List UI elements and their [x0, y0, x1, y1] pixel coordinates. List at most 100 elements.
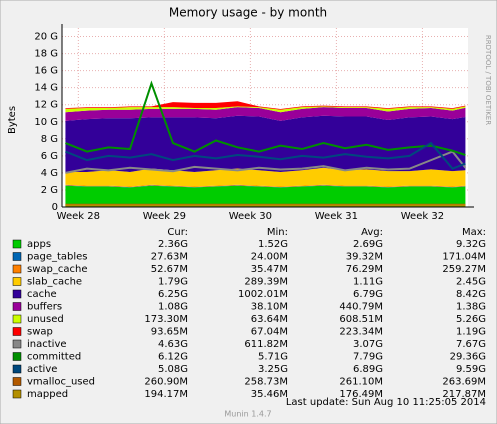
legend-avg: 76.29M	[346, 264, 383, 275]
legend-header: Min:	[267, 227, 288, 238]
y-tick-label: 18 G	[34, 49, 58, 60]
x-tick-label: Week 31	[315, 211, 358, 222]
legend-name: swap_cache	[27, 264, 87, 275]
legend-cur: 173.30M	[144, 314, 188, 325]
area	[65, 106, 466, 113]
legend-swatch	[12, 352, 22, 361]
y-axis-label: Bytes	[7, 106, 18, 134]
legend-max: 9.32G	[456, 239, 486, 250]
legend-avg: 2.69G	[353, 239, 383, 250]
area	[65, 184, 466, 188]
y-tick-label: 14 G	[34, 83, 58, 94]
legend-min: 35.47M	[251, 264, 288, 275]
legend-name: committed	[27, 352, 81, 363]
legend-swatch	[12, 289, 22, 299]
legend-swatch	[12, 364, 22, 374]
legend-avg: 3.07G	[353, 339, 383, 350]
axes: 0 2 G 4 G 6 G 8 G 10 G 12 G 14 G 16 G 18 G 20 G Wee…	[34, 24, 474, 222]
legend-cur: 1.79G	[158, 277, 188, 288]
version: Munin 1.4.7	[224, 410, 271, 419]
legend-name: vmalloc_used	[27, 377, 95, 388]
legend-max: 171.04M	[442, 252, 486, 263]
legend-cur: 4.63G	[158, 339, 188, 350]
y-tick-label: 20 G	[34, 32, 58, 43]
legend-cur: 2.36G	[158, 239, 188, 250]
legend-min: 35.46M	[251, 389, 288, 400]
legend-min: 5.71G	[258, 352, 288, 363]
x-tick-label: Week 32	[401, 211, 444, 222]
legend-swatch	[12, 314, 22, 324]
legend-max: 5.26G	[456, 314, 486, 325]
legend-swatch	[12, 239, 22, 249]
legend-header: Max:	[462, 227, 486, 238]
legend-swatch	[12, 327, 22, 336]
y-tick-label: 16 G	[34, 66, 58, 77]
legend-max: 259.27M	[442, 264, 486, 275]
area	[65, 107, 466, 121]
legend-max: 263.69M	[442, 377, 486, 388]
line	[65, 141, 466, 170]
area	[65, 115, 466, 172]
legend-min: 63.64M	[251, 314, 288, 325]
marks	[65, 80, 467, 207]
legend-cur: 194.17M	[144, 389, 188, 400]
legend-name: cache	[27, 289, 57, 300]
legend-min: 289.39M	[244, 277, 288, 288]
footer: Last update: Sun Aug 10 11:25:05 2014	[286, 397, 486, 408]
legend-min: 67.04M	[251, 327, 288, 338]
legend-avg: 1.11G	[353, 277, 383, 288]
legend-cur: 260.90M	[144, 377, 188, 388]
legend-avg: 261.10M	[339, 377, 383, 388]
legend-swatch	[12, 339, 22, 349]
legend-min: 611.82M	[244, 339, 288, 350]
legend-cur: 5.08G	[158, 364, 188, 375]
legend-name: active	[27, 364, 57, 375]
legend-name: swap	[27, 327, 53, 338]
legend-swatch	[12, 277, 22, 286]
legend-avg: 608.51M	[339, 314, 383, 325]
y-tick-label: 0	[52, 202, 58, 213]
line	[65, 150, 467, 174]
legend-avg: 6.89G	[353, 364, 383, 375]
legend-min: 38.10M	[251, 302, 288, 313]
legend-min: 3.25G	[258, 364, 288, 375]
legend-max: 1.19G	[456, 327, 486, 338]
legend-swatch	[12, 302, 22, 311]
side-text: RRDTOOL / TOBI OETIKER	[484, 35, 492, 125]
legend-avg: 176.49M	[339, 389, 383, 400]
legend-avg: 223.34M	[339, 327, 383, 338]
area	[65, 185, 466, 207]
legend-min: 1002.01M	[238, 289, 288, 300]
legend-max: 217.87M	[442, 389, 486, 400]
y-tick-label: 2 G	[41, 185, 58, 196]
legend-name: apps	[27, 239, 51, 250]
legend-swatch	[12, 389, 22, 399]
legend-name: page_tables	[27, 252, 88, 263]
legend-min: 258.73M	[244, 377, 288, 388]
legend-swatch	[12, 377, 22, 386]
legend: Cur: Min: Avg: Max: apps 2.36G 1.52G 2.69G 9.32G…	[12, 227, 486, 400]
legend-cur: 1.08G	[158, 302, 188, 313]
y-tick-label: 6 G	[41, 151, 58, 162]
legend-max: 2.45G	[456, 277, 486, 288]
y-tick-label: 8 G	[41, 134, 58, 145]
x-tick-label: Week 30	[229, 211, 272, 222]
legend-min: 24.00M	[251, 252, 288, 263]
legend-avg: 6.79G	[353, 289, 383, 300]
legend-swatch	[12, 252, 22, 261]
y-tick-label: 10 G	[34, 117, 58, 128]
y-tick-label: 12 G	[34, 100, 58, 111]
legend-name: unused	[27, 314, 64, 325]
x-tick-label: Week 29	[143, 211, 186, 222]
legend-name: buffers	[27, 302, 62, 313]
legend-name: mapped	[27, 389, 68, 400]
legend-avg: 7.79G	[353, 352, 383, 363]
legend-avg: 39.32M	[346, 252, 383, 263]
x-tick-label: Week 28	[57, 211, 100, 222]
legend-min: 1.52G	[258, 239, 288, 250]
legend-cur: 27.63M	[151, 252, 188, 263]
legend-cur: 52.67M	[151, 264, 188, 275]
legend-header: Cur:	[167, 227, 188, 238]
